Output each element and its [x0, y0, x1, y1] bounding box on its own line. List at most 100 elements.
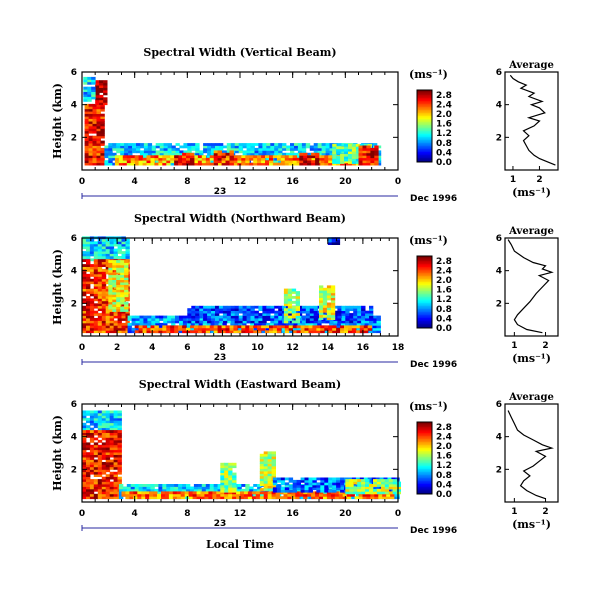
- heatmap-cell: [147, 145, 153, 149]
- heatmap-cell: [109, 486, 114, 490]
- heatmap-cell: [179, 320, 184, 324]
- colorbar-band: [417, 293, 432, 296]
- heatmap-cell: [319, 496, 324, 500]
- colorbar-band: [417, 486, 432, 489]
- colorbar-band: [417, 150, 432, 152]
- heatmap-cell: [83, 79, 88, 83]
- heatmap-cell: [89, 457, 95, 460]
- heatmap-cell: [290, 152, 295, 156]
- heatmap-cell: [250, 315, 255, 319]
- heatmap-cell: [356, 327, 361, 331]
- heatmap-cell: [145, 496, 150, 500]
- heatmap-cell: [109, 439, 114, 443]
- heatmap-cell: [392, 486, 397, 490]
- heatmap-cell: [203, 305, 208, 309]
- heatmap-cell: [253, 157, 258, 161]
- heatmap-cell: [357, 318, 362, 321]
- heatmap-cell: [86, 305, 91, 309]
- heatmap-cell: [320, 155, 325, 159]
- heatmap-cell: [109, 496, 114, 500]
- heatmap-cell: [117, 315, 122, 319]
- heatmap-cell: [120, 306, 125, 310]
- heatmap-cell: [259, 480, 265, 484]
- heatmap-cell: [355, 153, 361, 157]
- heatmap-cell: [226, 147, 232, 151]
- heatmap-cell: [305, 315, 311, 319]
- heatmap-cell: [197, 157, 203, 161]
- heatmap-cell: [269, 325, 274, 329]
- heatmap-cell: [89, 444, 95, 448]
- heatmap-cell: [328, 162, 333, 166]
- heatmap-cell: [245, 162, 250, 166]
- heatmap-cell: [96, 111, 101, 114]
- heatmap-cell: [349, 479, 354, 482]
- heatmap-cell: [99, 82, 104, 86]
- heatmap-cell: [274, 147, 279, 151]
- heatmap-cell: [82, 454, 87, 458]
- heatmap-cell: [95, 94, 100, 98]
- heatmap-cell: [307, 162, 312, 166]
- heatmap-cell: [288, 325, 293, 329]
- y-axis-label: Height (km): [51, 83, 64, 159]
- heatmap-cell: [96, 140, 101, 144]
- heatmap-cell: [113, 454, 118, 458]
- heatmap-cell: [84, 128, 89, 132]
- heatmap-cell: [142, 327, 147, 331]
- heatmap-cell: [230, 305, 236, 309]
- colorbar-tick-label: 2.0: [436, 276, 452, 286]
- heatmap-cell: [295, 303, 300, 307]
- heatmap-cell: [332, 161, 337, 164]
- heatmap-cell: [180, 493, 186, 497]
- heatmap-cell: [195, 145, 200, 149]
- colorbar-band: [417, 93, 432, 95]
- heatmap-cell: [308, 496, 313, 500]
- heatmap-cell: [127, 325, 132, 329]
- heatmap-cell: [93, 330, 99, 334]
- heatmap-cell: [292, 489, 297, 493]
- heatmap-cell: [89, 493, 95, 497]
- heatmap-cell: [244, 493, 249, 497]
- heatmap-cell: [151, 322, 156, 326]
- heatmap-cell: [117, 435, 122, 438]
- heatmap-cell: [301, 318, 306, 321]
- heatmap-cell: [348, 318, 354, 321]
- heatmap-cell: [337, 152, 342, 156]
- heatmap-cell: [116, 150, 121, 154]
- heatmap-cell: [353, 491, 358, 495]
- heatmap-cell: [218, 308, 224, 311]
- heatmap-cell: [86, 481, 91, 485]
- heatmap-cell: [326, 285, 332, 289]
- heatmap-cell: [326, 290, 332, 294]
- heatmap-cell: [101, 261, 107, 265]
- heatmap-cell: [215, 310, 220, 314]
- heatmap-cell: [320, 487, 325, 491]
- heatmap-cell: [84, 111, 89, 114]
- heatmap-cell: [100, 135, 105, 139]
- heatmap-cell: [109, 437, 114, 441]
- heatmap-cell: [130, 160, 135, 164]
- heatmap-cell: [322, 314, 328, 318]
- heatmap-cell: [345, 486, 350, 490]
- heatmap-cell: [207, 143, 212, 146]
- heatmap-cell: [163, 152, 168, 156]
- heatmap-cell: [124, 291, 129, 295]
- heatmap-cell: [320, 327, 325, 331]
- heatmap-cell: [292, 484, 297, 488]
- heatmap-cell: [89, 288, 95, 292]
- heatmap-cell: [116, 264, 121, 268]
- heatmap-cell: [166, 330, 171, 334]
- heatmap-cell: [100, 162, 105, 166]
- heatmap-cell: [82, 256, 87, 259]
- heatmap-cell: [380, 484, 386, 487]
- heatmap-cell: [164, 491, 170, 495]
- heatmap-cell: [308, 489, 313, 493]
- heatmap-cell: [89, 415, 95, 419]
- heatmap-cell: [101, 286, 107, 289]
- colorbar-tick-label: 0.0: [436, 158, 452, 168]
- heatmap-cell: [190, 325, 195, 329]
- heatmap-cell: [82, 327, 87, 331]
- heatmap-cell: [109, 476, 114, 480]
- heatmap-cell: [101, 283, 107, 287]
- heatmap-cell: [84, 103, 89, 107]
- heatmap-cell: [362, 160, 367, 164]
